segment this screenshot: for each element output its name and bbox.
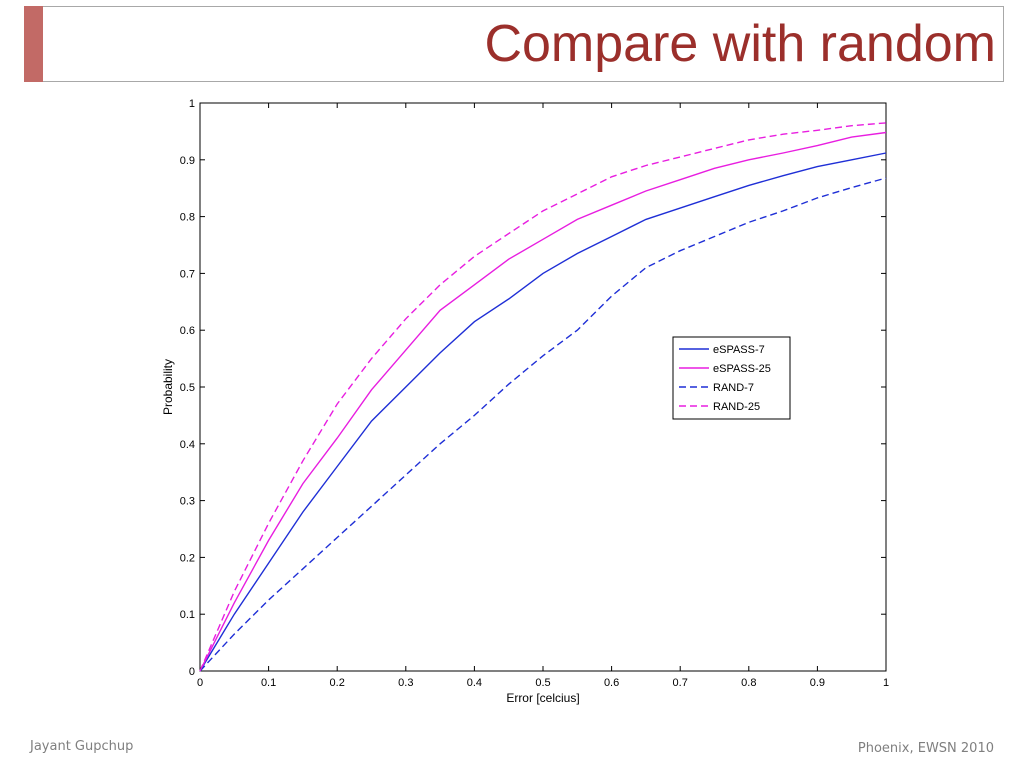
- x-tick-label: 0.6: [604, 677, 619, 689]
- legend-label: RAND-7: [713, 382, 754, 394]
- x-tick-label: 0.7: [673, 677, 688, 689]
- y-tick-label: 0.9: [180, 155, 195, 167]
- slide-title: Compare with random: [484, 15, 996, 73]
- series-line-espass-25: [199, 131, 887, 672]
- x-tick-label: 0.5: [535, 677, 550, 689]
- y-tick-label: 0.1: [180, 609, 195, 621]
- series-line-rand-7: [199, 177, 887, 672]
- x-tick-label: 0.3: [398, 677, 413, 689]
- y-tick-label: 0.4: [180, 439, 195, 451]
- x-tick-label: 0.9: [810, 677, 825, 689]
- y-tick-label: 0.3: [180, 496, 195, 508]
- footer-author: Jayant Gupchup: [30, 739, 134, 754]
- x-tick-label: 0.2: [330, 677, 345, 689]
- y-tick-label: 0.5: [180, 382, 195, 394]
- y-axis-label: Probability: [161, 359, 175, 415]
- x-tick-label: 0.1: [261, 677, 276, 689]
- legend-label: eSPASS-25: [713, 363, 771, 375]
- y-tick-label: 0.6: [180, 325, 195, 337]
- x-axis-label: Error [celcius]: [506, 691, 579, 705]
- x-tick-label: 0.4: [467, 677, 482, 689]
- series-line-rand-25: [199, 122, 887, 672]
- series-lines: [199, 122, 887, 672]
- footer-venue: Phoenix, EWSN 2010: [857, 741, 994, 756]
- series-line-espass-7: [199, 152, 887, 672]
- y-tick-label: 1: [189, 98, 195, 110]
- legend: eSPASS-7 eSPASS-25 RAND-7 RAND-25: [672, 336, 791, 420]
- axis-ticks: 0 0.1 0.2 0.3 0.4 0.5 0.6 0.7 0.8 0.9 1 0 0.1 0.2 0.3 0…: [180, 98, 889, 689]
- x-tick-label: 0.8: [741, 677, 756, 689]
- title-frame: [24, 6, 1004, 82]
- y-tick-label: 0.2: [180, 552, 195, 564]
- legend-label: eSPASS-7: [713, 344, 765, 356]
- y-tick-label: 0.7: [180, 268, 195, 280]
- x-tick-label: 1: [883, 677, 889, 689]
- title-accent-bar: [24, 6, 43, 82]
- y-tick-label: 0.8: [180, 212, 195, 224]
- legend-label: RAND-25: [713, 401, 760, 413]
- y-tick-label: 0: [189, 666, 195, 678]
- x-tick-label: 0: [197, 677, 203, 689]
